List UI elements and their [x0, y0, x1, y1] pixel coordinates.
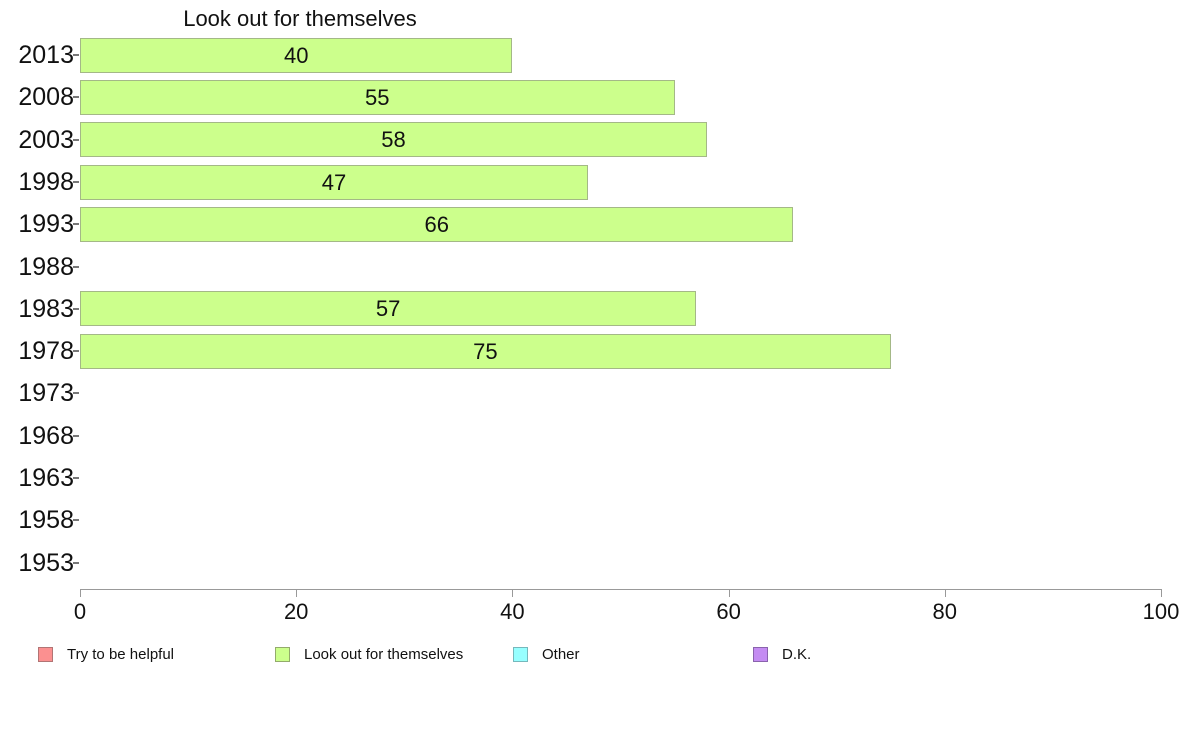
- bar-value-label: 55: [365, 84, 390, 110]
- bar-row: 1998 47: [0, 161, 1188, 203]
- legend-label: Try to be helpful: [67, 645, 174, 663]
- y-axis-tick: [73, 392, 79, 395]
- x-axis-tick: [512, 589, 514, 597]
- x-axis-tick: [1161, 589, 1162, 597]
- y-axis-label: 1998: [18, 167, 74, 196]
- bar-value-label: 75: [473, 338, 498, 364]
- plot-area: 2013 40 2008 55 2003 58 1998 47 1993 66 1988 1983 57…: [0, 34, 1188, 584]
- y-axis-label: 1983: [18, 294, 74, 323]
- bar-value-label: 40: [283, 42, 309, 68]
- bar-row: 2013 40: [0, 34, 1188, 76]
- legend-swatch-icon: [275, 646, 290, 662]
- y-axis-tick: [73, 223, 79, 226]
- legend-swatch-icon: [38, 646, 53, 662]
- legend-label: D.K.: [782, 645, 812, 663]
- x-axis: 0 20 40 60 80 100: [74, 589, 1179, 629]
- y-axis-tick: [73, 265, 79, 268]
- x-axis-tick-label: 20: [283, 599, 309, 624]
- y-axis-label: 1958: [18, 506, 74, 535]
- x-axis-tick-label: 40: [500, 599, 525, 624]
- y-axis-label: 1988: [18, 252, 74, 281]
- y-axis-label: 1968: [18, 421, 74, 450]
- y-axis-tick: [73, 350, 79, 353]
- y-axis-label: 1993: [18, 210, 74, 239]
- legend-label: Other: [542, 645, 580, 663]
- x-axis-tick-label: 80: [932, 599, 958, 624]
- x-axis-tick: [80, 589, 81, 597]
- bar-row: 1988: [0, 246, 1188, 288]
- bar-row: 1968: [0, 415, 1188, 457]
- bar-row: 2003 58: [0, 119, 1188, 161]
- y-axis-tick: [73, 54, 79, 56]
- y-axis-label: 2013: [18, 41, 74, 69]
- y-axis-tick: [73, 180, 79, 183]
- bar-row: 1993 66: [0, 203, 1188, 245]
- bar-row: 1953: [0, 542, 1188, 584]
- bar-value-label: 58: [381, 127, 406, 153]
- x-axis-tick-label: 100: [1142, 599, 1180, 624]
- y-axis-tick: [73, 307, 79, 310]
- legend: Try to be helpful Look out for themselves…: [0, 641, 1188, 667]
- legend-item[interactable]: D.K.: [753, 641, 811, 667]
- y-axis-tick: [73, 561, 79, 564]
- bar-value-label: 57: [375, 296, 401, 322]
- bar[interactable]: 40: [80, 37, 513, 73]
- bar-value-label: 47: [321, 169, 347, 195]
- legend-item[interactable]: Other: [513, 641, 580, 667]
- legend-label: Look out for themselves: [304, 645, 464, 663]
- y-axis-label: 1953: [18, 548, 74, 577]
- legend-item[interactable]: Look out for themselves: [275, 641, 463, 667]
- y-axis-tick: [73, 519, 79, 522]
- y-axis-tick: [73, 138, 79, 141]
- x-axis-tick: [728, 589, 730, 597]
- x-axis-tick: [296, 589, 298, 597]
- bar[interactable]: 55: [80, 79, 675, 115]
- bar[interactable]: 75: [80, 333, 891, 369]
- y-axis-tick: [73, 434, 79, 437]
- bar-row: 1963: [0, 457, 1188, 499]
- bar-row: 2008 55: [0, 76, 1188, 118]
- bar[interactable]: 66: [80, 206, 794, 242]
- y-axis-label: 1963: [18, 464, 74, 493]
- bar[interactable]: 58: [80, 122, 707, 158]
- bar-value-label: 66: [424, 211, 449, 237]
- y-axis-label: 2008: [18, 83, 74, 112]
- x-axis-tick: [944, 589, 946, 597]
- x-axis-tick-label: 60: [716, 599, 741, 624]
- y-axis-label: 1978: [18, 337, 74, 366]
- bar[interactable]: 47: [80, 164, 589, 200]
- y-axis-tick: [73, 96, 79, 99]
- y-axis-label: 2003: [18, 125, 74, 154]
- y-axis-label: 1973: [18, 379, 74, 408]
- y-axis-tick: [73, 477, 79, 480]
- chart-title: Look out for themselves: [183, 6, 417, 31]
- bar-row: 1973: [0, 372, 1188, 414]
- bar-row: 1983 57: [0, 288, 1188, 330]
- bar[interactable]: 57: [80, 291, 697, 327]
- x-axis-line: [80, 589, 1161, 590]
- legend-item[interactable]: Try to be helpful: [38, 641, 174, 667]
- bar-row: 1958: [0, 499, 1188, 541]
- legend-swatch-icon: [753, 646, 768, 662]
- legend-swatch-icon: [513, 646, 528, 662]
- x-axis-tick-label: 0: [73, 599, 87, 624]
- bar-row: 1978 75: [0, 330, 1188, 372]
